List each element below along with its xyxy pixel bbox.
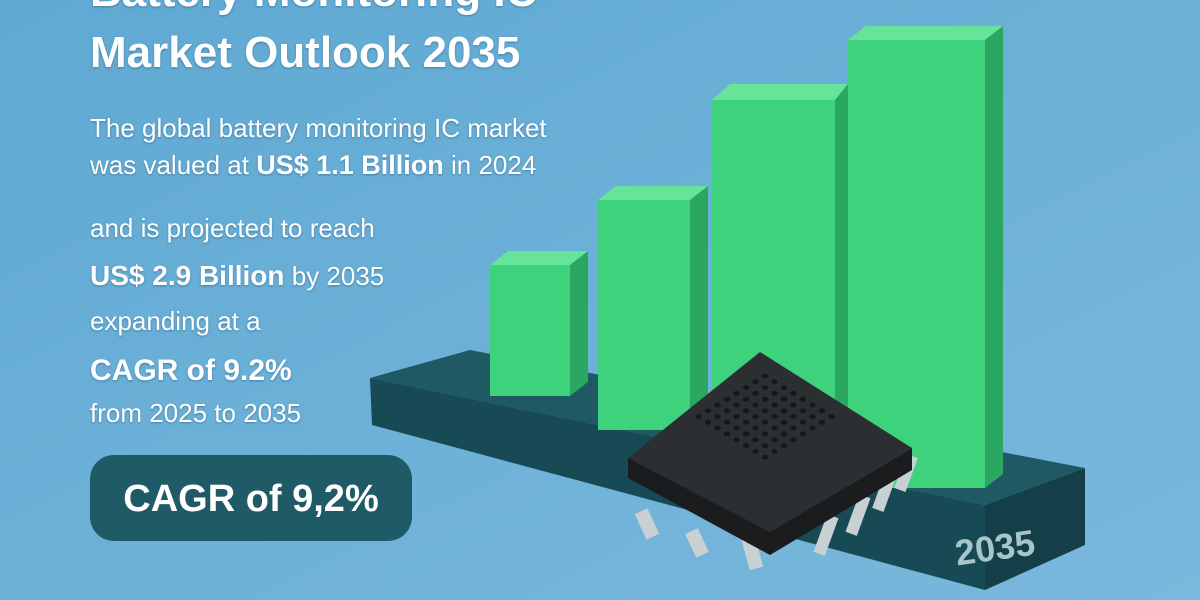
chip-dot: [761, 454, 769, 460]
highlight: US$ 2.9 Billion: [90, 260, 285, 291]
chip-dot: [733, 425, 740, 431]
chip-dot: [742, 420, 750, 425]
chip-dot: [780, 431, 788, 437]
body-line: CAGR of 9.2%: [90, 354, 292, 387]
chip-dot: [780, 420, 788, 425]
chip-dot: [809, 414, 816, 419]
chip: [628, 352, 918, 571]
chip-dot: [780, 408, 788, 414]
title-line: Battery Monitoring IC: [90, 0, 537, 16]
chip-dot: [771, 425, 778, 431]
chip-dot: [742, 431, 750, 437]
badge-label: CAGR of 9,2%: [123, 478, 378, 520]
chip-dot: [742, 443, 750, 448]
chip-dot: [704, 408, 712, 414]
chip-dot: [752, 437, 759, 443]
text: in 2024: [451, 150, 536, 180]
chip-dot: [733, 391, 740, 396]
text: was valued at: [89, 150, 250, 180]
chip-dot: [780, 443, 788, 448]
chip-dot: [752, 379, 759, 385]
chip-dot: [771, 449, 778, 454]
body-line: from 2025 to 2035: [90, 398, 301, 428]
chip-dot: [799, 408, 807, 414]
body-line: and is projected to reach: [90, 213, 375, 243]
chip-dot: [818, 408, 826, 414]
title-line: Market Outlook 2035: [90, 28, 520, 77]
chip-dots: [695, 373, 835, 460]
chip-dot: [790, 425, 797, 431]
chip-dot: [752, 449, 759, 454]
chip-dot: [799, 396, 807, 402]
chip-dot: [809, 402, 816, 408]
badge: [90, 455, 412, 541]
bars: [490, 26, 1003, 488]
chip-dot: [733, 402, 740, 408]
chip-dot: [723, 396, 731, 402]
chip-dot: [723, 420, 731, 425]
body-line: The global battery monitoring IC market: [90, 113, 547, 143]
chip-dot: [790, 402, 797, 408]
text: by 2035: [292, 261, 385, 291]
chip-dot: [695, 414, 702, 419]
chip-dot: [771, 391, 778, 396]
chip-dot: [809, 425, 816, 431]
chip-dot: [752, 425, 759, 431]
chip-dot: [790, 414, 797, 419]
chip-dot: [742, 396, 750, 402]
chip-dot: [771, 402, 778, 408]
chip-dot: [742, 408, 750, 414]
chip-dot: [752, 402, 759, 408]
chip-dot: [761, 408, 769, 414]
highlight: US$ 1.1 Billion: [256, 150, 444, 180]
chip-dot: [771, 379, 778, 385]
chip-dot: [818, 420, 826, 425]
chip-dot: [790, 391, 797, 396]
chip-dot: [780, 385, 788, 390]
chip-dot: [733, 414, 740, 419]
chip-dot: [761, 385, 769, 390]
chip-dot: [771, 437, 778, 443]
chip-dot: [780, 396, 788, 402]
chip-dot: [714, 414, 721, 419]
chip-dot: [761, 443, 769, 448]
chip-dot: [714, 402, 721, 408]
chip-dot: [799, 420, 807, 425]
chip-dot: [799, 431, 807, 437]
chip-dot: [752, 414, 759, 419]
body-line: was valued at US$ 1.1 Billion in 2024: [89, 150, 536, 180]
chip-dot: [752, 391, 759, 396]
chip-dot: [771, 414, 778, 419]
chip-dot: [742, 385, 750, 390]
chip-dot: [733, 437, 740, 443]
chip-dot: [790, 437, 797, 443]
body-line: expanding at a: [90, 306, 261, 336]
chip-dot: [828, 414, 835, 419]
body-line: US$ 2.9 Billion by 2035: [90, 260, 384, 291]
chip-dot: [723, 431, 731, 437]
chip-dot: [704, 420, 712, 425]
chip-dot: [761, 396, 769, 402]
chip-dot: [761, 420, 769, 425]
chip-dot: [761, 431, 769, 437]
chip-dot: [723, 408, 731, 414]
chip-dot: [761, 373, 769, 379]
chip-dot: [714, 425, 721, 431]
